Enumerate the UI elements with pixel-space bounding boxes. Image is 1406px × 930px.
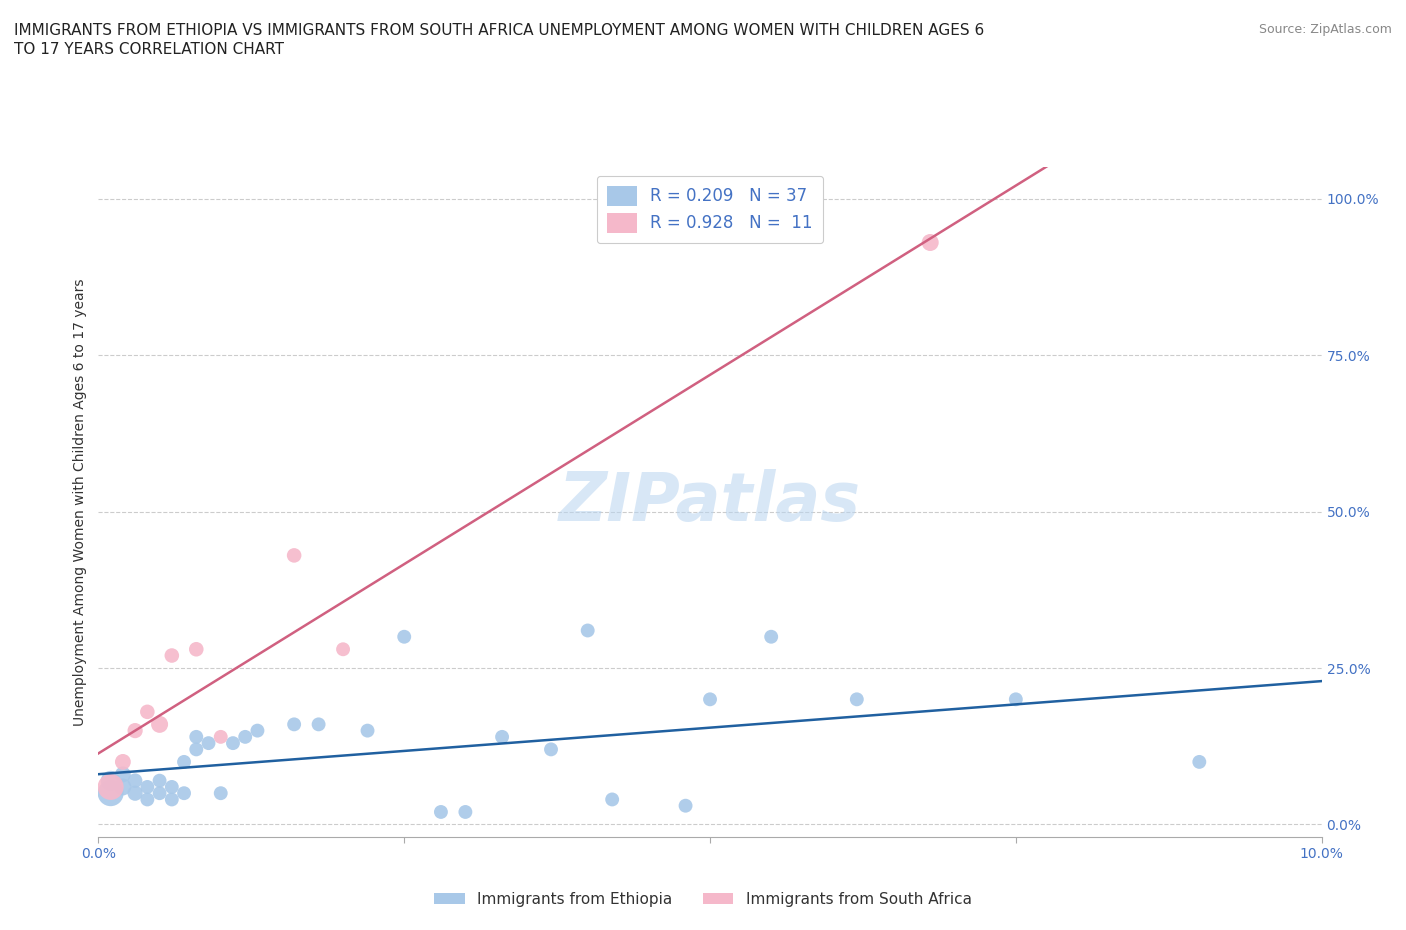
Point (173, 754, 195, 769)
Point (124, 773, 146, 788)
Point (149, 717, 172, 732)
Point (173, 786, 195, 801)
Point (283, 717, 305, 732)
Point (136, 792, 159, 807)
Point (149, 773, 172, 788)
Point (576, 623, 599, 638)
Point (430, 804, 453, 819)
Point (1188, 754, 1211, 769)
Point (920, 235, 942, 250)
Text: TO 17 YEARS CORRELATION CHART: TO 17 YEARS CORRELATION CHART (14, 42, 284, 57)
Legend: R = 0.209   N = 37, R = 0.928   N =  11: R = 0.209 N = 37, R = 0.928 N = 11 (598, 176, 823, 243)
Point (283, 548, 305, 563)
Point (160, 779, 183, 794)
Point (845, 692, 868, 707)
Point (246, 724, 269, 738)
Point (111, 767, 134, 782)
Point (222, 736, 245, 751)
Point (332, 642, 354, 657)
Point (1004, 692, 1026, 707)
Point (186, 642, 208, 657)
Point (186, 729, 208, 744)
Text: ZIPatlas: ZIPatlas (560, 470, 860, 535)
Text: Source: ZipAtlas.com: Source: ZipAtlas.com (1258, 23, 1392, 36)
Point (124, 786, 146, 801)
Point (308, 717, 330, 732)
Point (356, 724, 378, 738)
Point (209, 786, 232, 801)
Point (197, 736, 219, 751)
Point (675, 798, 697, 813)
Point (100, 779, 122, 794)
Text: IMMIGRANTS FROM ETHIOPIA VS IMMIGRANTS FROM SOUTH AFRICA UNEMPLOYMENT AMONG WOME: IMMIGRANTS FROM ETHIOPIA VS IMMIGRANTS F… (14, 23, 984, 38)
Point (149, 786, 172, 801)
Point (124, 724, 146, 738)
Point (600, 792, 623, 807)
Point (111, 779, 134, 794)
Point (111, 754, 134, 769)
Point (233, 729, 256, 744)
Point (160, 648, 183, 663)
Point (136, 704, 159, 719)
Point (186, 742, 208, 757)
Point (100, 786, 122, 801)
Point (392, 630, 416, 644)
Point (209, 729, 232, 744)
Point (491, 729, 513, 744)
Point (136, 779, 159, 794)
Point (699, 692, 721, 707)
Legend: Immigrants from Ethiopia, Immigrants from South Africa: Immigrants from Ethiopia, Immigrants fro… (429, 886, 977, 913)
Point (160, 792, 183, 807)
Point (759, 630, 782, 644)
Point (540, 742, 562, 757)
Y-axis label: Unemployment Among Women with Children Ages 6 to 17 years: Unemployment Among Women with Children A… (73, 278, 87, 726)
Point (454, 804, 477, 819)
Point (100, 773, 122, 788)
